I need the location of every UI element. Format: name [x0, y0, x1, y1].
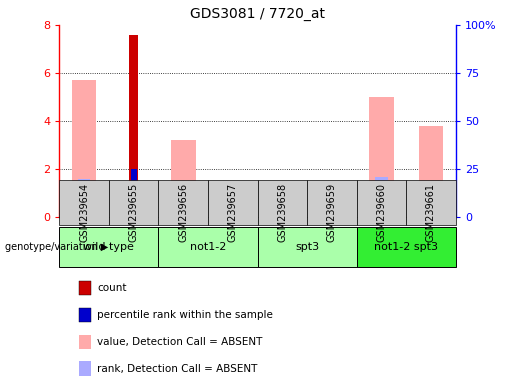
Bar: [79, 334, 91, 349]
Bar: [131, 169, 136, 217]
Bar: [171, 140, 196, 217]
Bar: [319, 186, 344, 217]
Bar: [369, 97, 394, 217]
Text: GSM239659: GSM239659: [327, 183, 337, 242]
Text: GSM239658: GSM239658: [277, 183, 287, 242]
FancyBboxPatch shape: [208, 180, 258, 225]
Bar: [375, 177, 388, 217]
Bar: [325, 201, 338, 217]
FancyBboxPatch shape: [307, 180, 356, 225]
Bar: [79, 361, 91, 376]
Text: GSM239660: GSM239660: [376, 183, 386, 242]
Text: not1-2: not1-2: [190, 242, 226, 252]
Bar: [72, 80, 96, 217]
Bar: [419, 126, 443, 217]
FancyBboxPatch shape: [356, 227, 456, 266]
Bar: [270, 195, 295, 217]
Text: rank, Detection Call = ABSENT: rank, Detection Call = ABSENT: [97, 364, 258, 374]
Bar: [425, 186, 437, 217]
Text: spt3: spt3: [295, 242, 319, 252]
Bar: [276, 201, 288, 217]
Text: GSM239657: GSM239657: [228, 183, 238, 242]
Text: GSM239661: GSM239661: [426, 183, 436, 242]
Text: not1-2 spt3: not1-2 spt3: [374, 242, 438, 252]
Bar: [79, 308, 91, 322]
FancyBboxPatch shape: [59, 227, 159, 266]
Text: GSM239656: GSM239656: [178, 183, 188, 242]
Bar: [79, 281, 91, 295]
FancyBboxPatch shape: [159, 180, 208, 225]
FancyBboxPatch shape: [406, 180, 456, 225]
Text: GSM239655: GSM239655: [129, 183, 139, 242]
Text: wild type: wild type: [83, 242, 134, 252]
Text: value, Detection Call = ABSENT: value, Detection Call = ABSENT: [97, 337, 262, 347]
Bar: [78, 179, 90, 217]
FancyBboxPatch shape: [109, 180, 159, 225]
Text: genotype/variation ▶: genotype/variation ▶: [5, 242, 108, 252]
Text: percentile rank within the sample: percentile rank within the sample: [97, 310, 273, 320]
FancyBboxPatch shape: [258, 180, 307, 225]
Bar: [129, 35, 138, 217]
FancyBboxPatch shape: [356, 180, 406, 225]
FancyBboxPatch shape: [258, 227, 356, 266]
Text: GSM239654: GSM239654: [79, 183, 89, 242]
Bar: [177, 193, 190, 217]
FancyBboxPatch shape: [159, 227, 258, 266]
Bar: [227, 209, 239, 217]
Text: count: count: [97, 283, 126, 293]
Title: GDS3081 / 7720_at: GDS3081 / 7720_at: [190, 7, 325, 21]
FancyBboxPatch shape: [59, 180, 109, 225]
